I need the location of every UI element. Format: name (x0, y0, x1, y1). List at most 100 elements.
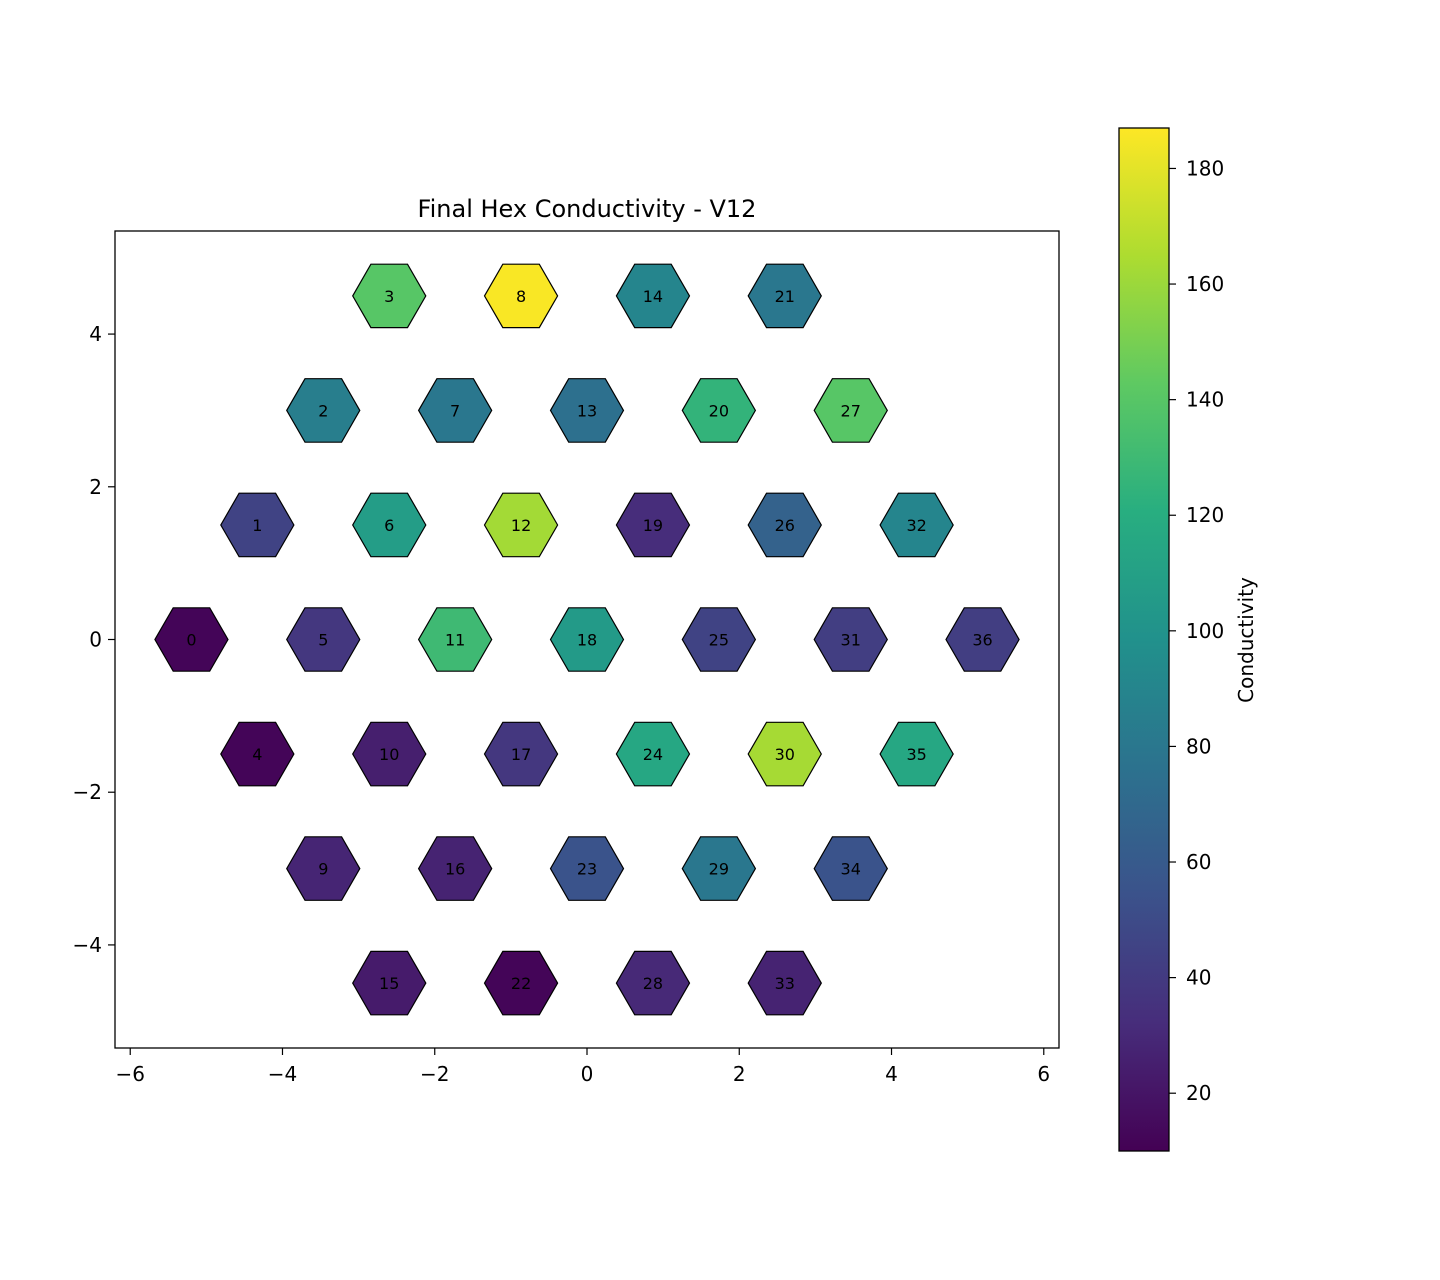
colorbar-tick-label: 140 (1186, 388, 1224, 412)
hex-cell-16 (417, 836, 493, 901)
x-tick-label: 0 (581, 1062, 594, 1086)
y-tick-label: 2 (89, 475, 102, 499)
hex-label-14: 14 (643, 287, 663, 306)
hex-cell-15 (352, 950, 427, 1016)
hex-label-5: 5 (318, 631, 328, 650)
hex-label-15: 15 (379, 974, 399, 993)
hex-cell-27 (813, 378, 888, 443)
hex-cell-34 (813, 836, 888, 901)
hex-cell-3 (352, 263, 427, 329)
hex-cell-11 (417, 607, 493, 672)
x-tick-label: 4 (885, 1062, 898, 1086)
hex-cell-32 (879, 492, 954, 558)
hex-cell-14 (615, 263, 691, 329)
hex-cell-20 (681, 378, 757, 443)
x-tick-label: −4 (268, 1062, 297, 1086)
hex-label-11: 11 (445, 631, 465, 650)
hex-label-9: 9 (318, 860, 328, 879)
hex-cell-1 (220, 492, 295, 558)
hex-cell-5 (286, 607, 361, 672)
hex-label-22: 22 (511, 974, 531, 993)
hex-cell-0 (154, 607, 229, 672)
hex-label-19: 19 (643, 516, 663, 535)
hex-cell-25 (681, 607, 757, 672)
hex-cell-12 (483, 492, 559, 558)
hex-label-31: 31 (841, 631, 861, 650)
hex-label-16: 16 (445, 860, 465, 879)
hex-cell-10 (352, 721, 427, 787)
hex-cell-28 (615, 950, 691, 1016)
hex-label-35: 35 (906, 745, 926, 764)
colorbar-tick-label: 100 (1186, 619, 1224, 643)
hex-cell-13 (549, 378, 625, 443)
y-tick-label: −4 (73, 933, 102, 957)
hex-cell-24 (615, 721, 691, 787)
hex-label-1: 1 (252, 516, 262, 535)
hex-cell-7 (417, 378, 493, 443)
colorbar-tick-label: 40 (1186, 966, 1211, 990)
hex-cell-33 (747, 950, 822, 1016)
hex-label-33: 33 (775, 974, 795, 993)
colorbar-tick-label: 60 (1186, 850, 1211, 874)
x-tick-label: −2 (420, 1062, 449, 1086)
hex-label-20: 20 (709, 401, 729, 420)
colorbar-tick-label: 20 (1186, 1081, 1211, 1105)
hex-label-2: 2 (318, 401, 328, 420)
hex-label-12: 12 (511, 516, 531, 535)
hex-label-26: 26 (775, 516, 795, 535)
x-tick-label: 6 (1037, 1062, 1050, 1086)
hex-label-3: 3 (384, 287, 394, 306)
x-tick-label: −6 (115, 1062, 144, 1086)
hex-cell-35 (879, 721, 954, 787)
hex-label-27: 27 (841, 401, 861, 420)
colorbar (1118, 127, 1170, 1152)
hex-cell-26 (747, 492, 822, 558)
hex-label-25: 25 (709, 631, 729, 650)
hex-cell-31 (813, 607, 888, 672)
colorbar-tick-label: 160 (1186, 272, 1224, 296)
hex-label-21: 21 (775, 287, 795, 306)
hex-label-10: 10 (379, 745, 399, 764)
hex-label-8: 8 (516, 287, 526, 306)
hex-label-18: 18 (577, 631, 597, 650)
colorbar-axis: 20 40 60 80 100 120 140 160 180 (1169, 156, 1224, 1105)
x-axis: −6 −4 −2 0 2 4 6 (115, 1048, 1050, 1086)
y-tick-label: 4 (89, 322, 102, 346)
hex-cell-36 (945, 607, 1020, 672)
hex-label-4: 4 (252, 745, 262, 764)
hex-label-24: 24 (643, 745, 663, 764)
hex-cell-23 (549, 836, 625, 901)
hex-cell-19 (615, 492, 691, 558)
colorbar-tick-label: 80 (1186, 734, 1211, 758)
hex-cell-21 (747, 263, 822, 329)
hex-cell-6 (352, 492, 427, 558)
hex-label-34: 34 (841, 860, 861, 879)
hex-cell-30 (747, 721, 822, 787)
hex-cell-22 (483, 950, 559, 1016)
hex-label-7: 7 (450, 401, 460, 420)
hex-cell-17 (483, 721, 559, 787)
hex-cell-9 (286, 836, 361, 901)
colorbar-label: Conductivity (1234, 577, 1258, 703)
hex-cell-2 (286, 378, 361, 443)
colorbar-tick-label: 180 (1186, 156, 1224, 180)
hex-label-29: 29 (709, 860, 729, 879)
hex-label-17: 17 (511, 745, 531, 764)
hex-label-23: 23 (577, 860, 597, 879)
hex-label-13: 13 (577, 401, 597, 420)
y-tick-label: 0 (89, 628, 102, 652)
hex-cell-18 (549, 607, 625, 672)
hex-label-6: 6 (384, 516, 394, 535)
hex-cell-29 (681, 836, 757, 901)
hex-cell-4 (220, 721, 295, 787)
hex-layer: 0123456789101112131415161718192021222324… (154, 263, 1020, 1016)
hex-label-28: 28 (643, 974, 663, 993)
hex-label-30: 30 (775, 745, 795, 764)
hex-label-36: 36 (972, 631, 992, 650)
x-tick-label: 2 (733, 1062, 746, 1086)
colorbar-tick-label: 120 (1186, 503, 1224, 527)
y-axis: −4 −2 0 2 4 (73, 322, 115, 957)
hex-label-32: 32 (906, 516, 926, 535)
chart-title: Final Hex Conductivity - V12 (418, 195, 757, 223)
